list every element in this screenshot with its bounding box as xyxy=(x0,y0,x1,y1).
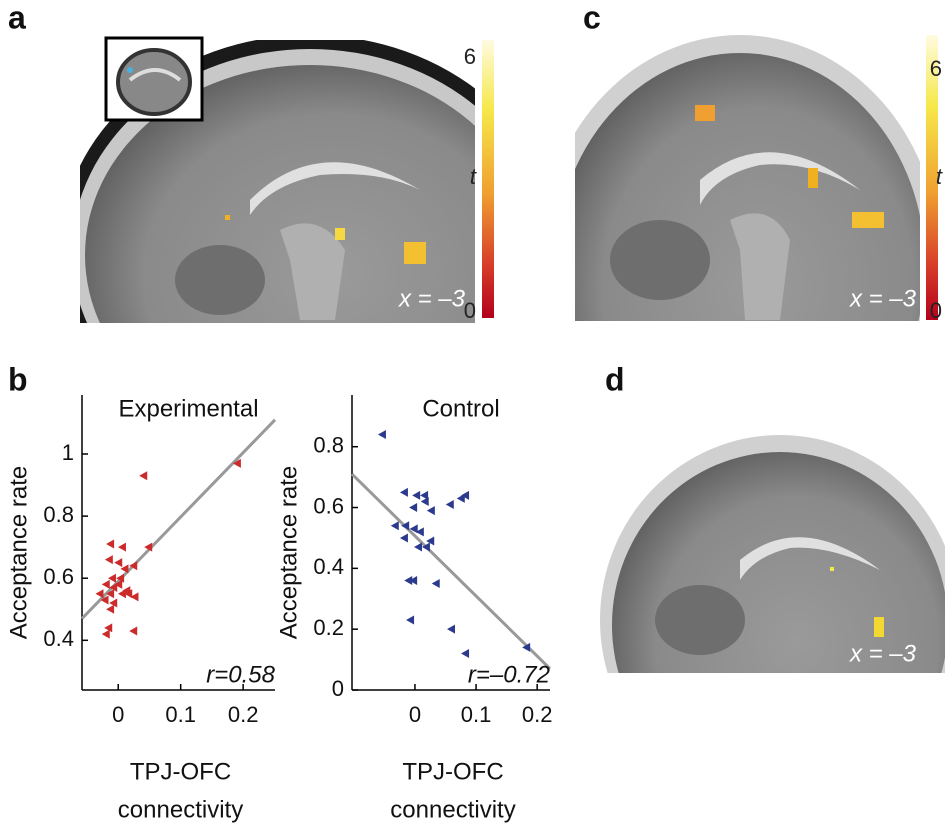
data-point xyxy=(120,564,129,574)
x-axis-label: connectivity xyxy=(390,796,515,823)
data-point xyxy=(95,589,104,599)
data-point xyxy=(130,592,139,602)
data-point xyxy=(139,471,148,481)
y-tick-label: 0.8 xyxy=(313,433,344,458)
data-point xyxy=(426,506,435,516)
data-point xyxy=(106,604,115,614)
data-point xyxy=(414,542,422,552)
data-point xyxy=(409,576,418,586)
data-point xyxy=(522,642,531,652)
y-tick-label: 0 xyxy=(332,676,344,701)
slice-label: x = –3 xyxy=(398,285,466,312)
plot-title: Experimental xyxy=(118,395,258,422)
data-point xyxy=(117,589,126,599)
data-point xyxy=(406,615,415,625)
data-point xyxy=(109,583,118,593)
data-point xyxy=(106,589,115,599)
colorbar-tick: 0 xyxy=(464,298,476,323)
colorbar-tick: 0 xyxy=(930,298,942,323)
data-point xyxy=(399,487,408,497)
panel-label: d xyxy=(605,361,625,397)
data-point xyxy=(456,493,465,503)
data-point xyxy=(104,623,113,633)
panel-label: b xyxy=(8,361,28,397)
x-tick-label: 0 xyxy=(112,702,124,727)
data-point xyxy=(124,589,133,599)
data-point xyxy=(421,542,430,552)
colorbar xyxy=(482,40,494,318)
data-point xyxy=(412,490,421,500)
inset-marker xyxy=(127,67,133,73)
data-point xyxy=(426,536,435,546)
data-point xyxy=(129,561,138,571)
data-point xyxy=(461,490,470,500)
data-point xyxy=(390,521,399,531)
data-point xyxy=(107,573,116,583)
data-point xyxy=(117,542,126,552)
data-point xyxy=(106,539,115,549)
slice-label: x = –3 xyxy=(849,640,917,667)
x-axis-label: connectivity xyxy=(118,796,243,823)
x-axis-label: TPJ-OFC xyxy=(130,758,231,785)
colorbar xyxy=(926,35,938,320)
x-tick-label: 0.1 xyxy=(165,702,196,727)
inset-detail xyxy=(128,68,182,82)
brain-slice-c xyxy=(575,35,920,321)
fit-line xyxy=(350,473,552,670)
y-tick-label: 0.2 xyxy=(313,615,344,640)
panel-label: a xyxy=(8,0,26,35)
data-point xyxy=(420,490,429,500)
x-tick-label: 0.2 xyxy=(522,702,553,727)
data-point xyxy=(109,598,118,608)
x-tick-label: 0.1 xyxy=(461,702,492,727)
y-tick-label: 0.6 xyxy=(43,564,74,589)
data-point xyxy=(404,576,413,586)
data-point xyxy=(461,649,470,659)
x-tick-label: 0.2 xyxy=(228,702,259,727)
annotation: r=0.58 xyxy=(206,661,275,688)
data-point xyxy=(114,558,123,568)
data-point xyxy=(232,458,241,468)
data-point xyxy=(144,542,153,552)
data-point xyxy=(431,579,440,589)
data-point xyxy=(420,496,429,506)
data-point xyxy=(101,579,110,589)
data-point xyxy=(409,524,418,534)
colorbar-label: t xyxy=(470,164,477,189)
y-tick-label: 0.4 xyxy=(43,626,74,651)
y-tick-label: 0.8 xyxy=(43,502,74,527)
data-point xyxy=(445,499,454,509)
y-axis-label: Acceptance rate xyxy=(5,466,32,639)
brain-slice-d xyxy=(600,435,945,673)
plot-title: Control xyxy=(422,395,499,422)
data-point xyxy=(114,579,123,589)
y-tick-label: 0.6 xyxy=(313,493,344,518)
colorbar-tick: 6 xyxy=(930,56,942,81)
annotation: r=–0.72 xyxy=(468,661,550,688)
x-tick-label: 0 xyxy=(409,702,421,727)
y-tick-label: 1 xyxy=(62,440,74,465)
data-point xyxy=(399,533,408,543)
data-point xyxy=(401,521,410,531)
panel-label: c xyxy=(583,0,601,35)
data-point xyxy=(129,626,138,636)
data-point xyxy=(104,555,113,565)
inset-brain xyxy=(116,48,192,116)
fit-line xyxy=(80,418,277,620)
data-point xyxy=(409,503,418,513)
data-point xyxy=(101,629,110,639)
colorbar-tick: 6 xyxy=(464,44,476,69)
y-tick-label: 0.4 xyxy=(313,554,344,579)
colorbar-label: t xyxy=(936,164,943,189)
x-axis-label: TPJ-OFC xyxy=(402,758,503,785)
data-point xyxy=(447,624,455,634)
data-point xyxy=(100,595,109,605)
y-axis-label: Acceptance rate xyxy=(275,466,302,639)
data-point xyxy=(377,430,386,440)
slice-label: x = –3 xyxy=(849,285,917,312)
data-point xyxy=(415,527,424,537)
